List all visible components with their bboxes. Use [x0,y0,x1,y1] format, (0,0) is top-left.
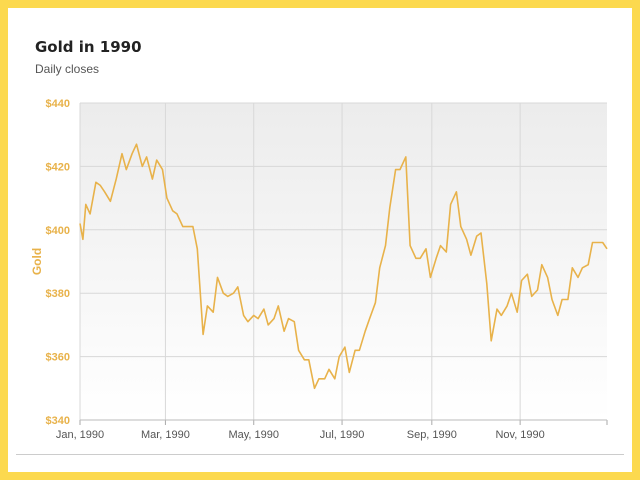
gold-price-line [79,143,608,390]
chart-title: Gold in 1990 [35,38,142,56]
y-axis-title: Gold [30,248,44,275]
plot-background [80,103,607,420]
x-tick-label: Jan, 1990 [56,429,104,441]
y-tick-label: $380 [46,288,70,300]
x-tick-label: May, 1990 [228,429,279,441]
y-tick-label: $340 [46,415,70,427]
bottom-rule [16,454,624,455]
y-tick-label: $440 [46,98,70,110]
x-tick-label: Sep, 1990 [407,429,457,441]
y-tick-label: $420 [46,161,70,173]
x-tick-label: Jul, 1990 [320,429,365,441]
y-tick-label: $360 [46,352,70,364]
x-tick-label: Mar, 1990 [141,429,190,441]
x-tick-label: Nov, 1990 [495,429,544,441]
chart-subtitle: Daily closes [35,62,100,76]
y-tick-label: $400 [46,225,70,237]
